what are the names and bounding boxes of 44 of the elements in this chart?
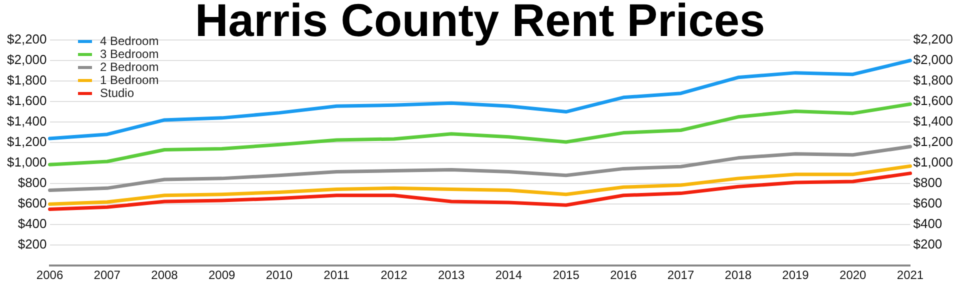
y2-tick-label: $2,200 xyxy=(913,32,954,47)
y-tick-label: $1,400 xyxy=(6,114,47,129)
legend-label: 4 Bedroom xyxy=(100,34,159,48)
x-tick-label: 2014 xyxy=(495,268,522,282)
x-tick-label: 2018 xyxy=(724,268,752,282)
x-tick-label: 2012 xyxy=(380,268,408,282)
y2-tick-label: $1,600 xyxy=(913,93,954,108)
y2-tick-label: $1,200 xyxy=(913,134,954,150)
y2-tick-label: $400 xyxy=(913,216,942,232)
x-tick-label: 2010 xyxy=(266,268,293,282)
x-tick-label: 2020 xyxy=(840,268,867,282)
y2-tick-label: $600 xyxy=(913,196,942,211)
x-tick-label: 2013 xyxy=(438,268,465,282)
legend-label: 3 Bedroom xyxy=(100,47,159,61)
y-tick-label: $400 xyxy=(18,216,47,232)
y-tick-label: $600 xyxy=(18,196,47,211)
legend-label: Studio xyxy=(100,86,134,100)
y-tick-label: $1,800 xyxy=(6,72,47,88)
x-tick-label: 2016 xyxy=(610,268,638,282)
y-tick-label: $1,000 xyxy=(6,154,47,170)
x-tick-label: 2009 xyxy=(208,268,236,282)
legend-label: 1 Bedroom xyxy=(100,73,159,87)
y2-tick-label: $800 xyxy=(913,175,942,190)
x-tick-label: 2006 xyxy=(36,268,64,282)
x-tick-label: 2008 xyxy=(151,268,178,282)
y2-tick-label: $1,000 xyxy=(913,154,954,170)
y-tick-label: $1,200 xyxy=(6,134,47,150)
y-tick-label: $2,000 xyxy=(6,52,47,68)
y2-tick-label: $2,000 xyxy=(913,52,954,68)
x-tick-label: 2021 xyxy=(896,268,924,282)
y2-tick-label: $1,800 xyxy=(913,72,954,88)
y-tick-label: $1,600 xyxy=(6,93,47,108)
x-tick-label: 2017 xyxy=(667,268,694,282)
y2-tick-label: $200 xyxy=(913,236,942,252)
x-tick-label: 2019 xyxy=(782,268,810,282)
y-tick-label: $2,200 xyxy=(6,32,47,47)
chart-title: Harris County Rent Prices xyxy=(194,0,766,46)
x-tick-label: 2011 xyxy=(324,268,350,282)
y-tick-label: $800 xyxy=(18,175,47,190)
legend-label: 2 Bedroom xyxy=(100,60,159,74)
y2-tick-label: $1,400 xyxy=(913,114,954,129)
x-tick-label: 2007 xyxy=(94,268,121,282)
x-tick-label: 2015 xyxy=(552,268,580,282)
y-tick-label: $200 xyxy=(18,236,47,252)
